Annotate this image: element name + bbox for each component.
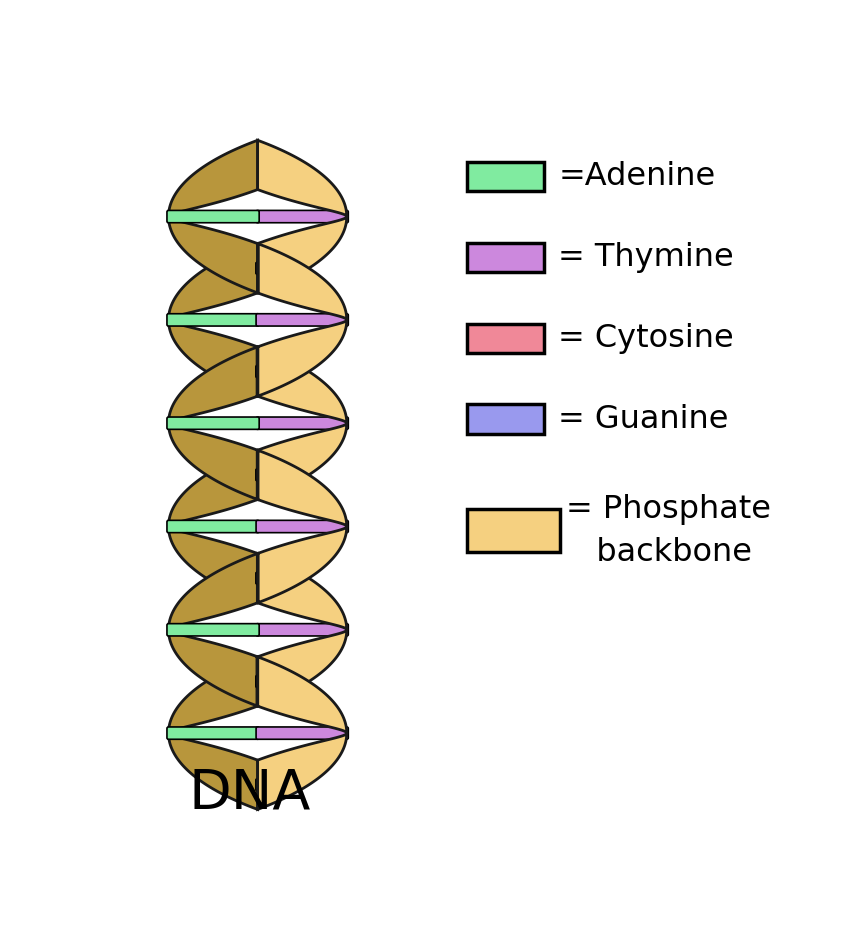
- Polygon shape: [169, 347, 257, 499]
- Text: = Thymine: = Thymine: [558, 242, 734, 273]
- Polygon shape: [258, 450, 347, 602]
- FancyBboxPatch shape: [256, 417, 348, 430]
- FancyBboxPatch shape: [256, 366, 259, 378]
- Polygon shape: [257, 657, 347, 809]
- FancyBboxPatch shape: [256, 779, 259, 791]
- FancyBboxPatch shape: [167, 417, 259, 430]
- Text: = Cytosine: = Cytosine: [558, 323, 734, 354]
- FancyBboxPatch shape: [256, 313, 348, 326]
- FancyBboxPatch shape: [256, 779, 259, 791]
- FancyBboxPatch shape: [467, 324, 544, 353]
- FancyBboxPatch shape: [167, 727, 259, 739]
- FancyBboxPatch shape: [256, 572, 259, 584]
- FancyBboxPatch shape: [467, 404, 544, 433]
- Polygon shape: [169, 244, 257, 396]
- Text: DNA: DNA: [188, 767, 311, 821]
- FancyBboxPatch shape: [256, 521, 348, 533]
- FancyBboxPatch shape: [167, 521, 259, 533]
- Polygon shape: [169, 450, 257, 602]
- Text: =Adenine: =Adenine: [558, 161, 716, 192]
- FancyBboxPatch shape: [467, 509, 560, 552]
- FancyBboxPatch shape: [167, 210, 259, 222]
- Polygon shape: [258, 244, 347, 396]
- FancyBboxPatch shape: [256, 366, 259, 378]
- FancyBboxPatch shape: [256, 262, 259, 275]
- Polygon shape: [169, 141, 257, 293]
- FancyBboxPatch shape: [467, 162, 544, 191]
- FancyBboxPatch shape: [256, 572, 259, 584]
- FancyBboxPatch shape: [256, 675, 259, 688]
- FancyBboxPatch shape: [256, 727, 348, 739]
- FancyBboxPatch shape: [256, 262, 259, 275]
- FancyBboxPatch shape: [167, 624, 259, 636]
- Polygon shape: [169, 553, 257, 705]
- Text: = Phosphate
   backbone: = Phosphate backbone: [566, 493, 771, 567]
- FancyBboxPatch shape: [167, 313, 259, 326]
- Text: = Guanine: = Guanine: [558, 403, 728, 434]
- FancyBboxPatch shape: [256, 624, 348, 636]
- Polygon shape: [169, 657, 257, 809]
- Polygon shape: [257, 141, 347, 293]
- Polygon shape: [258, 347, 347, 499]
- Polygon shape: [258, 553, 347, 705]
- FancyBboxPatch shape: [256, 469, 259, 481]
- FancyBboxPatch shape: [256, 469, 259, 481]
- FancyBboxPatch shape: [256, 675, 259, 688]
- FancyBboxPatch shape: [467, 243, 544, 272]
- FancyBboxPatch shape: [256, 210, 348, 222]
